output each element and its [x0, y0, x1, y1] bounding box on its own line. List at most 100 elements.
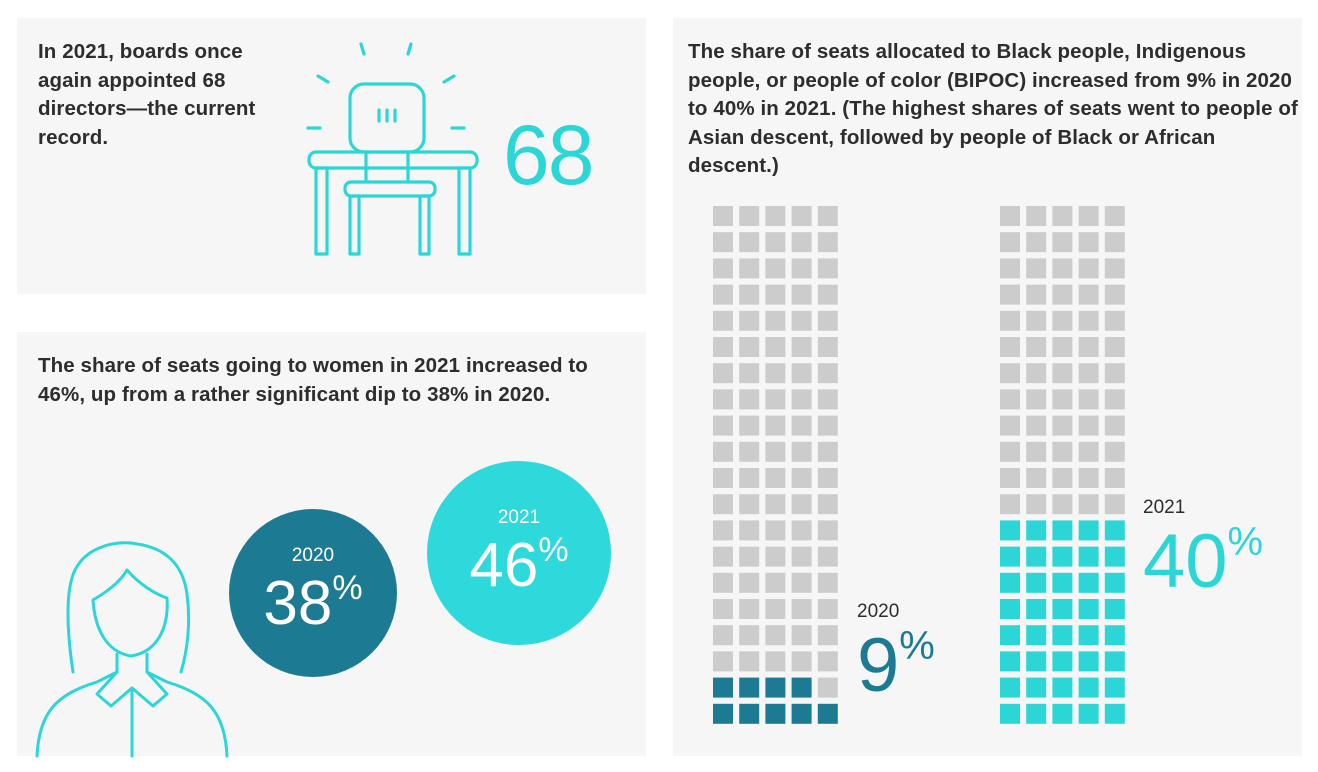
waffle-2021-cell-52: [1026, 441, 1047, 462]
waffle-2021-cell-55: [1104, 441, 1125, 462]
waffle-2020-cell-20: [817, 625, 838, 646]
women-seats-panel: The share of seats going to women in 202…: [17, 332, 646, 758]
waffle-2020-cell-17: [739, 625, 760, 646]
women-2021-circle: 2021 46%: [427, 461, 611, 645]
waffle-2021-cell-8: [1052, 677, 1073, 698]
waffle-2020-cell-51: [713, 441, 733, 462]
waffle-2021-cell-73: [1052, 337, 1073, 357]
waffle-2020-cell-72: [739, 337, 760, 357]
waffle-2021-cell-93: [1052, 232, 1073, 253]
waffle-2020-cell-77: [739, 310, 760, 331]
waffle-2021-cell-35: [1104, 546, 1125, 567]
waffle-2021-cell-34: [1078, 546, 1099, 567]
waffle-2020-cell-26: [713, 572, 733, 593]
record-directors-text: In 2021, boards once again appointed 68 …: [38, 40, 256, 149]
waffle-2021-cell-67: [1026, 363, 1047, 384]
waffle-2020-cell-75: [817, 337, 838, 357]
waffle-2021-cell-43: [1052, 494, 1073, 515]
bipoc-seats-panel: The share of seats allocated to Black pe…: [673, 18, 1302, 756]
waffle-2020-cell-3: [765, 703, 786, 724]
waffle-2021-cell-90: [1104, 258, 1125, 279]
waffle-2020-cell-91: [713, 232, 733, 253]
waffle-2020-cell-5: [817, 703, 838, 724]
waffle-2021-cell-61: [1000, 389, 1020, 410]
waffle-2020-value-label: 9%: [857, 623, 935, 708]
waffle-2020-cell-78: [765, 310, 786, 331]
waffle-2021-cell-3: [1052, 703, 1073, 724]
waffle-2021-cell-22: [1026, 599, 1047, 619]
waffle-2021-cell-38: [1052, 520, 1073, 541]
waffle-2020-cell-79: [791, 310, 812, 331]
waffle-2020-cell-16: [713, 625, 733, 646]
waffle-2021-value-label: 40%: [1143, 519, 1264, 604]
waffle-2020-cell-38: [765, 520, 786, 541]
waffle-2020-cell-89: [791, 258, 812, 279]
bipoc-waffle-chart: [713, 206, 1125, 724]
waffle-2020-cell-70: [817, 363, 838, 384]
waffle-2020-cell-4: [791, 703, 812, 724]
women-seats-text: The share of seats going to women in 202…: [38, 354, 588, 406]
waffle-2020-cell-86: [713, 258, 733, 279]
waffle-2021-cell-40: [1104, 520, 1125, 541]
waffle-2021-cell-48: [1052, 468, 1073, 488]
waffle-2020: [713, 206, 838, 724]
desk-chair-icon: [306, 42, 479, 256]
waffle-2020-cell-60: [817, 415, 838, 436]
waffle-2020-cell-41: [713, 494, 733, 515]
waffle-2021-cell-4: [1078, 703, 1099, 724]
waffle-2021-cell-68: [1052, 363, 1073, 384]
waffle-2020-cell-40: [817, 520, 838, 541]
waffle-2021-cell-89: [1078, 258, 1099, 279]
waffle-2021-cell-66: [1000, 363, 1020, 384]
waffle-2021-cell-36: [1000, 520, 1020, 541]
waffle-2020-cell-61: [713, 389, 733, 410]
waffle-2020-cell-24: [791, 599, 812, 619]
waffle-2020-cell-47: [739, 468, 760, 488]
waffle-2020-cell-19: [791, 625, 812, 646]
waffle-2021-cell-87: [1026, 258, 1047, 279]
women-2020-year: 2020: [291, 545, 335, 566]
waffle-2020-cell-85: [817, 284, 838, 305]
waffle-2021-cell-62: [1026, 389, 1047, 410]
waffle-2021-cell-32: [1026, 546, 1047, 567]
waffle-2021-cell-82: [1026, 284, 1047, 305]
waffle-2020-cell-31: [713, 546, 733, 567]
waffle-2020-cell-36: [713, 520, 733, 541]
waffle-2020-cell-44: [791, 494, 812, 515]
waffle-2020-cell-8: [765, 677, 786, 698]
waffle-2021-cell-16: [1000, 625, 1020, 646]
waffle-2020-cell-68: [765, 363, 786, 384]
waffle-2021-cell-50: [1104, 468, 1125, 488]
waffle-2021-cell-13: [1052, 651, 1073, 672]
record-directors-panel: In 2021, boards once again appointed 68 …: [17, 18, 646, 294]
waffle-2021-cell-98: [1052, 206, 1073, 226]
waffle-2020-cell-69: [791, 363, 812, 384]
waffle-2021-cell-30: [1104, 572, 1125, 593]
waffle-2021-cell-23: [1052, 599, 1073, 619]
waffle-2021-cell-85: [1104, 284, 1125, 305]
waffle-2020-cell-92: [739, 232, 760, 253]
waffle-2020-cell-33: [765, 546, 786, 567]
waffle-2020-cell-73: [765, 337, 786, 357]
waffle-2020-cell-95: [817, 232, 838, 253]
waffle-2021-cell-58: [1052, 415, 1073, 436]
waffle-2021-cell-57: [1026, 415, 1047, 436]
waffle-2020-cell-46: [713, 468, 733, 488]
waffle-2021-cell-86: [1000, 258, 1020, 279]
waffle-2021-cell-100: [1104, 206, 1125, 226]
waffle-2020-cell-37: [739, 520, 760, 541]
waffle-2020-cell-96: [713, 206, 733, 226]
waffle-2021-cell-71: [1000, 337, 1020, 357]
waffle-2020-cell-30: [817, 572, 838, 593]
waffle-2021-cell-37: [1026, 520, 1047, 541]
waffle-2021-cell-15: [1104, 651, 1125, 672]
waffle-2021-cell-1: [1000, 703, 1020, 724]
waffle-2020-cell-56: [713, 415, 733, 436]
waffle-2021-cell-6: [1000, 677, 1020, 698]
waffle-2021-cell-95: [1104, 232, 1125, 253]
waffle-2021-cell-28: [1052, 572, 1073, 593]
waffle-2020-cell-48: [765, 468, 786, 488]
waffle-2020-cell-27: [739, 572, 760, 593]
waffle-2021-cell-81: [1000, 284, 1020, 305]
waffle-2021-cell-64: [1078, 389, 1099, 410]
